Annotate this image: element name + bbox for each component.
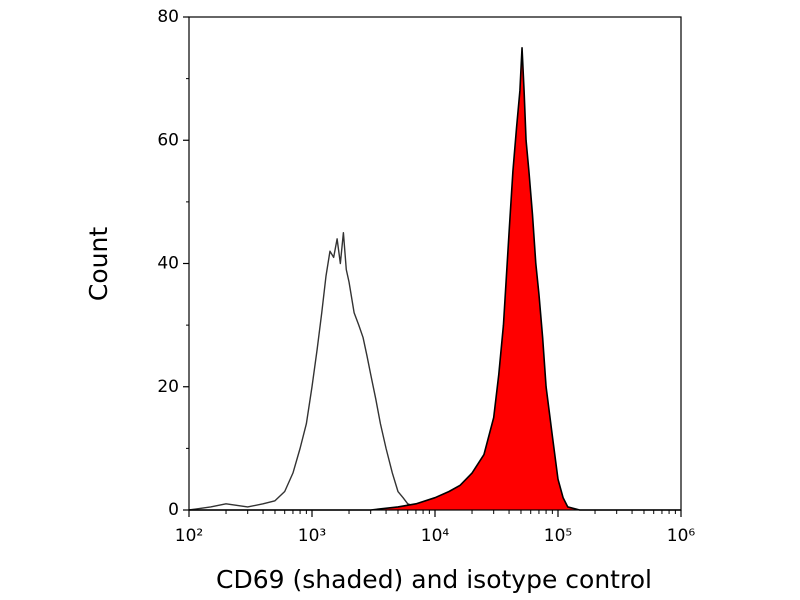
y-tick-label: 20 bbox=[157, 377, 179, 397]
area bbox=[189, 47, 681, 511]
x-tick-label: 10⁴ bbox=[421, 526, 450, 546]
x-tick-label: 10⁶ bbox=[667, 526, 696, 546]
x-tick-label: 10² bbox=[175, 526, 203, 546]
x-axis-title: CD69 (shaded) and isotype control bbox=[216, 565, 652, 594]
x-tick-label: 10³ bbox=[298, 526, 326, 546]
y-tick-label: 40 bbox=[157, 254, 179, 274]
plot-frame bbox=[188, 16, 682, 511]
line bbox=[188, 231, 436, 511]
y-tick-label: 80 bbox=[157, 7, 179, 27]
y-tick-label: 0 bbox=[168, 500, 179, 520]
y-axis-title: Count bbox=[84, 227, 113, 301]
y-tick-label: 60 bbox=[157, 130, 179, 150]
x-tick-label: 10⁵ bbox=[544, 526, 572, 546]
